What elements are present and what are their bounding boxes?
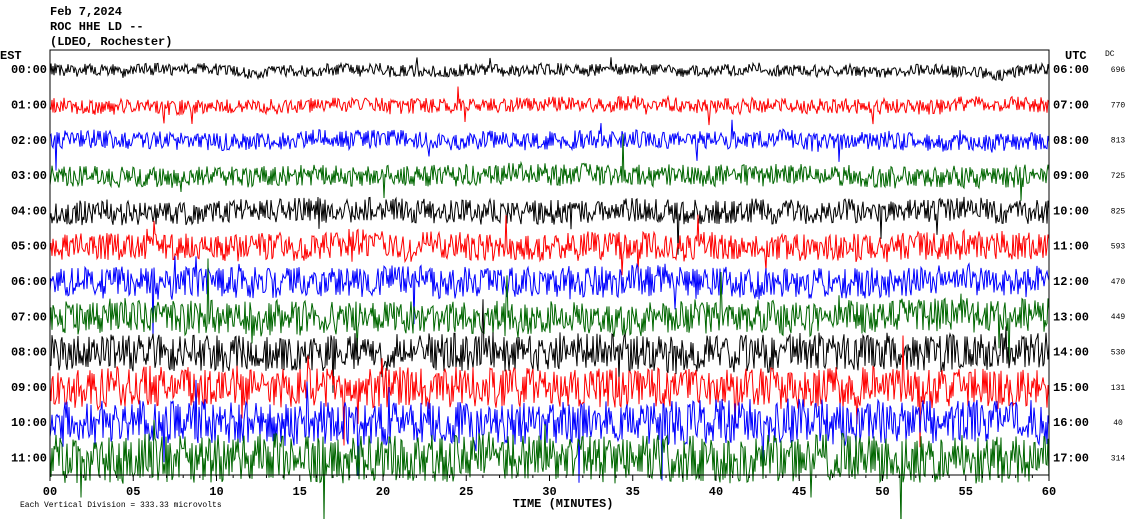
- est-label: 04:00: [11, 204, 47, 218]
- trace: [49, 196, 1050, 255]
- utc-label: 16:00: [1053, 416, 1089, 430]
- trace: [49, 379, 1050, 483]
- x-tick-label: 55: [959, 485, 973, 499]
- utc-label: 17:00: [1053, 451, 1089, 465]
- dc-value: 696: [1111, 66, 1126, 75]
- utc-label: 13:00: [1053, 310, 1089, 324]
- date: Feb 7,2024: [50, 5, 122, 19]
- est-label: 11:00: [11, 451, 47, 465]
- trace: [49, 335, 1050, 448]
- x-tick-label: 05: [126, 485, 140, 499]
- x-tick-label: 30: [542, 485, 556, 499]
- est-label: 02:00: [11, 134, 47, 148]
- x-tick-label: 00: [43, 485, 57, 499]
- x-tick-label: 25: [459, 485, 473, 499]
- est-label: 08:00: [11, 346, 47, 360]
- utc-label: 06:00: [1053, 63, 1089, 77]
- dc-value: 530: [1111, 349, 1126, 358]
- x-tick-label: 15: [293, 485, 307, 499]
- x-tick-label: 20: [376, 485, 390, 499]
- trace: [49, 419, 1050, 519]
- dc-value: 813: [1111, 137, 1126, 146]
- dc-title: DC: [1105, 50, 1115, 59]
- est-label: 07:00: [11, 310, 47, 324]
- x-tick-label: 50: [875, 485, 889, 499]
- trace: [49, 57, 1050, 82]
- x-tick-label: 40: [709, 485, 723, 499]
- x-tick-label: 45: [792, 485, 806, 499]
- utc-label: 15:00: [1053, 381, 1089, 395]
- trace: [49, 86, 1050, 126]
- trace: [49, 256, 1050, 338]
- dc-value: 314: [1111, 454, 1126, 463]
- utc-label: 08:00: [1053, 134, 1089, 148]
- trace: [49, 214, 1050, 276]
- dc-value: 825: [1111, 207, 1126, 216]
- x-tick-label: 60: [1042, 485, 1056, 499]
- dc-value: 131: [1111, 384, 1126, 393]
- est-label: 06:00: [11, 275, 47, 289]
- utc-label: 07:00: [1053, 98, 1089, 112]
- trace: [49, 119, 1050, 171]
- est-label: 00:00: [11, 63, 47, 77]
- est-label: 01:00: [11, 98, 47, 112]
- utc-label: 12:00: [1053, 275, 1089, 289]
- dc-value: 470: [1111, 278, 1126, 287]
- traces: [49, 57, 1050, 519]
- x-tick-label: 35: [626, 485, 640, 499]
- est-label: 09:00: [11, 381, 47, 395]
- station: ROC HHE LD --: [50, 20, 144, 34]
- footer: Each Vertical Division = 333.33 microvol…: [20, 501, 222, 510]
- trace: [49, 134, 1050, 201]
- network: (LDEO, Rochester): [50, 35, 172, 49]
- dc-value: 449: [1111, 313, 1126, 322]
- dc-value: 770: [1111, 101, 1126, 110]
- utc-label: 10:00: [1053, 204, 1089, 218]
- dc-value: 593: [1111, 243, 1126, 252]
- utc-title: UTC: [1065, 49, 1087, 63]
- trace: [49, 258, 1050, 366]
- est-label: 10:00: [11, 416, 47, 430]
- est-label: 03:00: [11, 169, 47, 183]
- x-tick-label: 10: [209, 485, 223, 499]
- utc-label: 09:00: [1053, 169, 1089, 183]
- est-label: 05:00: [11, 240, 47, 254]
- trace: [49, 299, 1050, 393]
- dc-value: 725: [1111, 172, 1126, 181]
- x-axis-title: TIME (MINUTES): [513, 497, 614, 511]
- utc-label: 11:00: [1053, 240, 1089, 254]
- utc-label: 14:00: [1053, 346, 1089, 360]
- est-title: EST: [0, 49, 22, 63]
- dc-value: 40: [1113, 419, 1123, 428]
